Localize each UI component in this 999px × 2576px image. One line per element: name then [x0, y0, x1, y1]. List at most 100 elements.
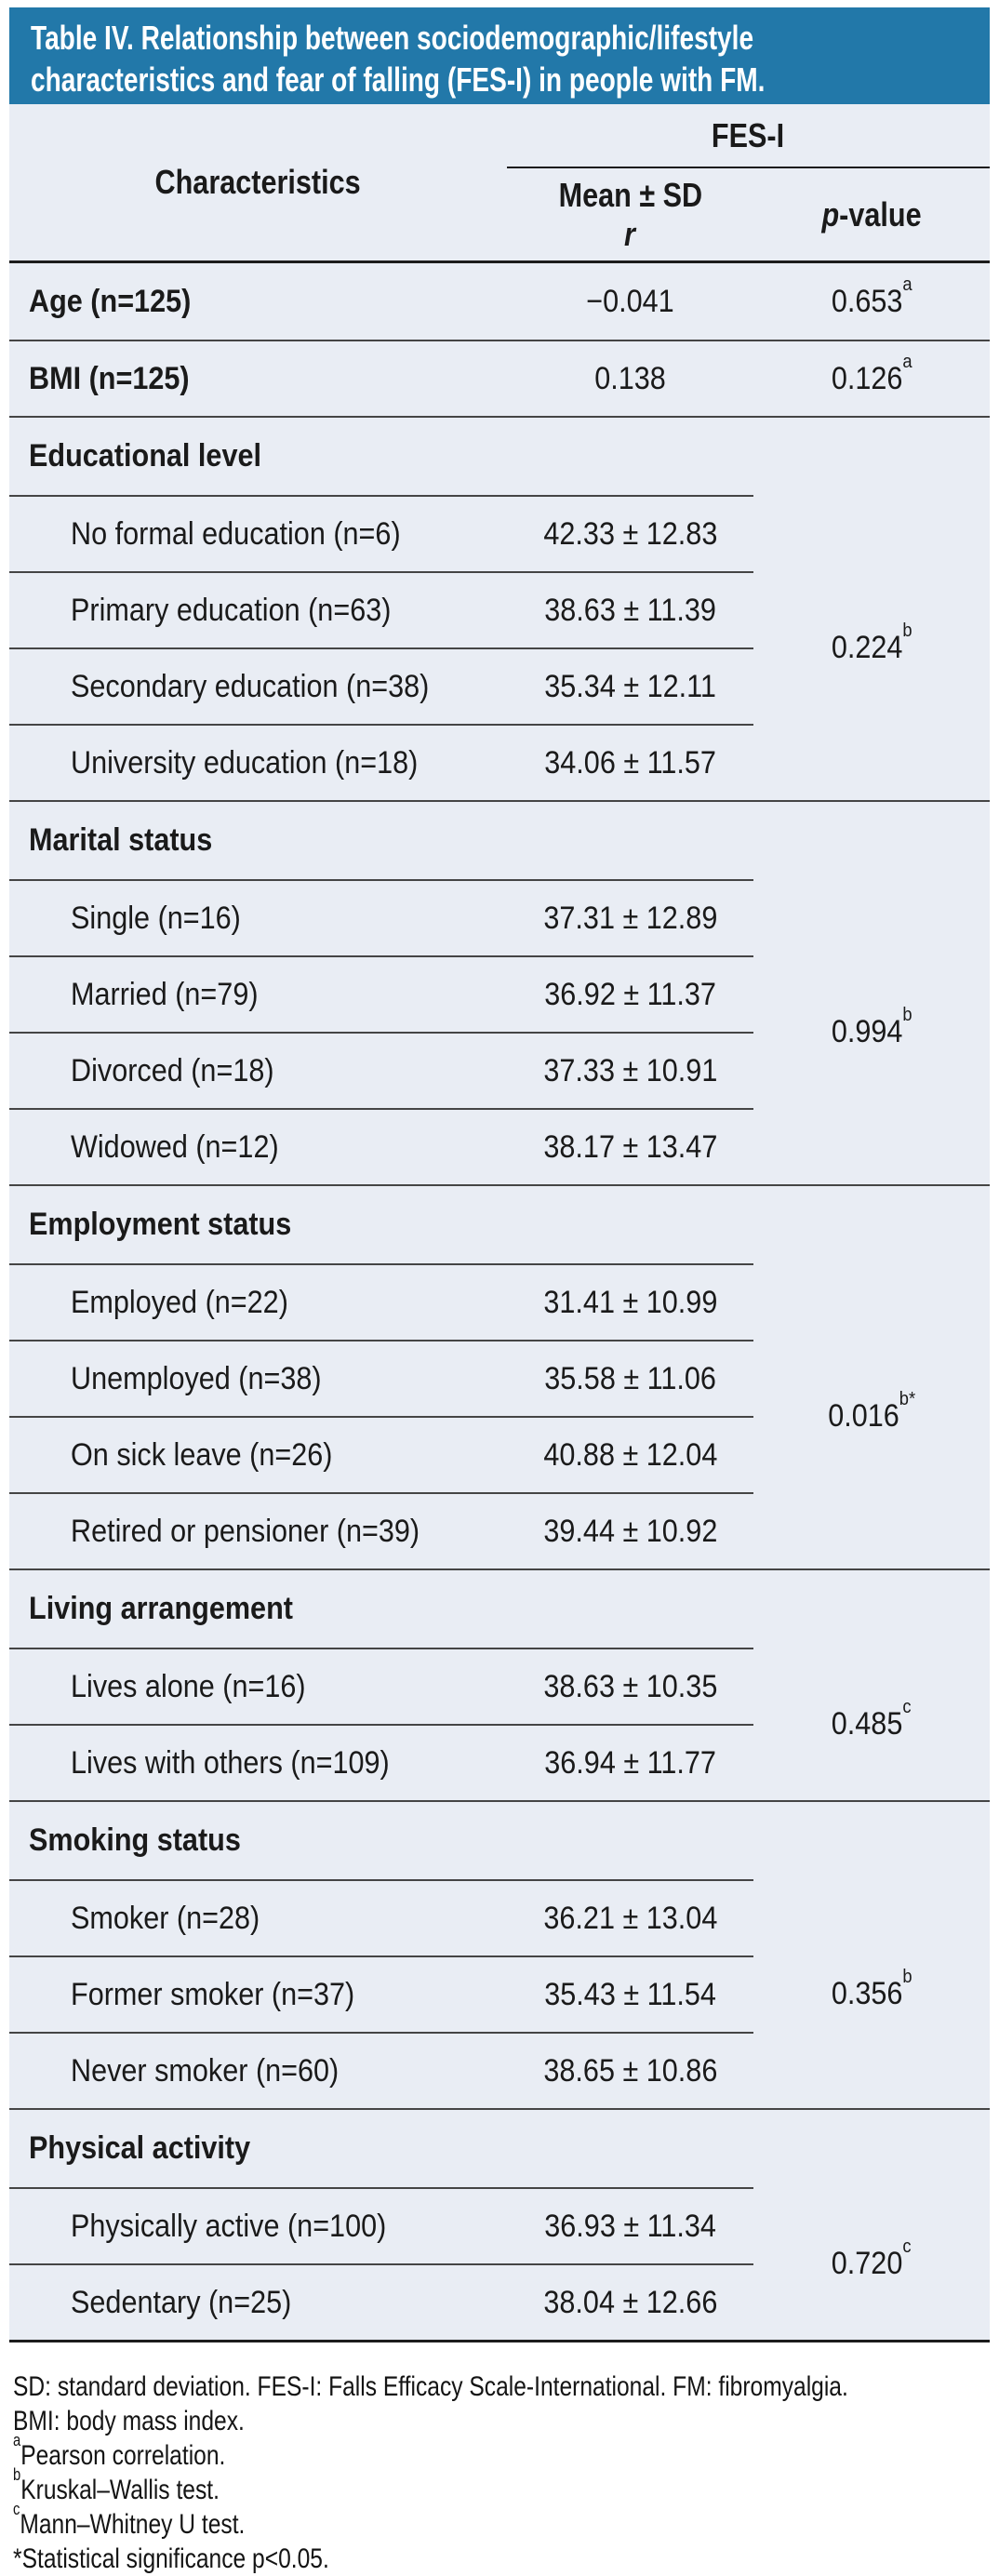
group-p-spacer: [753, 1802, 990, 1879]
subrow-label: Never smoker (n=60): [71, 2052, 340, 2089]
section-header: Marital status: [29, 822, 213, 858]
group-p-column: 0.720c: [753, 2110, 990, 2340]
group-p-cell: 0.720c: [753, 2187, 990, 2340]
table-body: Age (n=125) −0.041 0.653a BMI (n=125) 0.…: [9, 263, 990, 2342]
group-p-value: 0.485c: [832, 1696, 912, 1742]
group-p-spacer: [753, 1186, 990, 1263]
subrow-label: Former smoker (n=37): [71, 1976, 355, 2012]
subrow-value-cell: 35.34 ± 12.11: [507, 649, 753, 724]
subrow-value: 40.88 ± 12.04: [543, 1436, 717, 1473]
subrow-label: Physically active (n=100): [71, 2208, 387, 2244]
subrow-value-cell: 36.92 ± 11.37: [507, 957, 753, 1032]
subrow-value: 35.58 ± 11.06: [544, 1360, 716, 1396]
group-rows: Employment status Employed (n=22) 31.41 …: [9, 1186, 753, 1568]
subrow-label: Smoker (n=28): [71, 1900, 260, 1936]
table-subrow: Unemployed (n=38) 35.58 ± 11.06: [9, 1340, 753, 1416]
table-subrow: Never smoker (n=60) 38.65 ± 10.86: [9, 2032, 753, 2108]
subrow-value-cell: 38.04 ± 12.66: [507, 2265, 753, 2340]
row-label: BMI (n=125): [29, 360, 190, 396]
subrow-label: Married (n=79): [71, 976, 259, 1012]
subrow-label: University education (n=18): [71, 744, 419, 781]
table-subrow: Physically active (n=100) 36.93 ± 11.34: [9, 2187, 753, 2263]
group-rows: Physical activity Physically active (n=1…: [9, 2110, 753, 2340]
subrow-value: 37.33 ± 10.91: [543, 1052, 717, 1088]
subrow-value-cell: 37.31 ± 12.89: [507, 881, 753, 955]
subrow-label: Lives alone (n=16): [71, 1668, 306, 1704]
subrow-value: 35.34 ± 12.11: [544, 668, 716, 704]
subrow-label: Unemployed (n=38): [71, 1360, 322, 1396]
footnote-superscript: a: [13, 2431, 21, 2449]
table-subrow: Sedentary (n=25) 38.04 ± 12.66: [9, 2263, 753, 2340]
subrow-value-cell: 35.58 ± 11.06: [507, 1341, 753, 1416]
table-title-bar: Table IV. Relationship between sociodemo…: [9, 7, 990, 104]
group-rows: Living arrangement Lives alone (n=16) 38…: [9, 1570, 753, 1800]
subrow-label-cell: University education (n=18): [9, 726, 507, 800]
group-p-value: 0.720c: [832, 2236, 912, 2281]
group-p-spacer: [753, 418, 990, 495]
subrow-value-cell: 38.65 ± 10.86: [507, 2034, 753, 2108]
subrow-label-cell: Lives with others (n=109): [9, 1726, 507, 1800]
footnote-text: Mann–Whitney U test.: [20, 2509, 246, 2540]
p-superscript: c: [902, 1696, 912, 1717]
table-row: Age (n=125) −0.041 0.653a: [9, 263, 990, 340]
footnote-text: *Statistical significance p<0.05.: [13, 2543, 329, 2574]
section-header: Educational level: [29, 438, 261, 474]
table-subrow: Employed (n=22) 31.41 ± 10.99: [9, 1263, 753, 1340]
subrow-label: On sick leave (n=26): [71, 1436, 333, 1473]
table-subrow: No formal education (n=6) 42.33 ± 12.83: [9, 495, 753, 571]
table-subrow: Lives alone (n=16) 38.63 ± 10.35: [9, 1648, 753, 1724]
group-rows: Marital status Single (n=16) 37.31 ± 12.…: [9, 802, 753, 1184]
footnote-text: Kruskal–Wallis test.: [20, 2475, 220, 2505]
subrow-label: No formal education (n=6): [71, 515, 401, 552]
subrow-value-cell: 42.33 ± 12.83: [507, 497, 753, 571]
table-group: Smoking status Smoker (n=28) 36.21 ± 13.…: [9, 1800, 990, 2108]
subrow-value: 39.44 ± 10.92: [543, 1513, 717, 1549]
table-subrow: Widowed (n=12) 38.17 ± 13.47: [9, 1108, 753, 1184]
subrow-label: Single (n=16): [71, 900, 241, 936]
subrow-label: Sedentary (n=25): [71, 2284, 292, 2320]
subrow-label: Employed (n=22): [71, 1284, 288, 1320]
table-subrow: Primary education (n=63) 38.63 ± 11.39: [9, 571, 753, 647]
column-header-p-value: p-value: [821, 194, 922, 234]
subrow-value: 38.63 ± 11.39: [544, 592, 716, 628]
group-p-cell: 0.356b: [753, 1879, 990, 2108]
table-subrow: University education (n=18) 34.06 ± 11.5…: [9, 724, 753, 800]
subrow-value-cell: 31.41 ± 10.99: [507, 1265, 753, 1340]
group-p-column: 0.224b: [753, 418, 990, 800]
table-subrow: Secondary education (n=38) 35.34 ± 12.11: [9, 647, 753, 724]
subrow-label-cell: Never smoker (n=60): [9, 2034, 507, 2108]
group-p-value: 0.224b: [831, 620, 912, 665]
table-subrow: Smoker (n=28) 36.21 ± 13.04: [9, 1879, 753, 1955]
subrow-label-cell: Married (n=79): [9, 957, 507, 1032]
p-superscript: b: [902, 1004, 912, 1025]
footnote-superscript: b: [13, 2465, 21, 2484]
subrow-label-cell: Employed (n=22): [9, 1265, 507, 1340]
row-value: 0.138: [594, 360, 666, 396]
table-header-fesi-span: FES-I Mean ± SD r p-value: [507, 104, 990, 260]
subrow-value-cell: 38.17 ± 13.47: [507, 1110, 753, 1184]
subrow-value-cell: 39.44 ± 10.92: [507, 1494, 753, 1568]
p-superscript: b*: [899, 1388, 915, 1409]
subrow-label: Divorced (n=18): [71, 1052, 274, 1088]
footnote-text: BMI: body mass index.: [13, 2406, 245, 2436]
table-subrow: Retired or pensioner (n=39) 39.44 ± 10.9…: [9, 1492, 753, 1568]
subrow-label-cell: Retired or pensioner (n=39): [9, 1494, 507, 1568]
subrow-label: Primary education (n=63): [71, 592, 392, 628]
group-p-spacer: [753, 802, 990, 879]
footnote-text: SD: standard deviation. FES-I: Falls Eff…: [13, 2371, 848, 2402]
p-superscript: c: [902, 2236, 912, 2257]
subrow-label-cell: Single (n=16): [9, 881, 507, 955]
subrow-value: 38.17 ± 13.47: [543, 1128, 717, 1165]
subrow-value: 42.33 ± 12.83: [543, 515, 717, 552]
row-value-cell: −0.041: [507, 263, 753, 340]
group-p-value: 0.994b: [831, 1004, 912, 1049]
subrow-label-cell: Widowed (n=12): [9, 1110, 507, 1184]
table-group: Employment status Employed (n=22) 31.41 …: [9, 1184, 990, 1568]
row-p-cell: 0.126a: [753, 341, 990, 416]
subrow-value-cell: 38.63 ± 10.35: [507, 1649, 753, 1724]
table-subrow: Lives with others (n=109) 36.94 ± 11.77: [9, 1724, 753, 1800]
subrow-label-cell: Sedentary (n=25): [9, 2265, 507, 2340]
subrow-value: 31.41 ± 10.99: [543, 1284, 717, 1320]
subrow-value-cell: 35.43 ± 11.54: [507, 1957, 753, 2032]
subrow-value-cell: 36.21 ± 13.04: [507, 1881, 753, 1955]
